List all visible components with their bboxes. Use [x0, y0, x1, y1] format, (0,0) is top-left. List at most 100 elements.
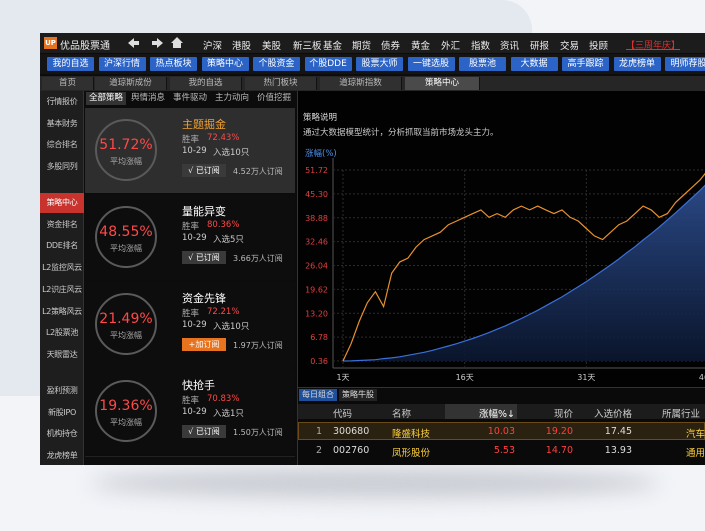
win-label: 胜率 — [182, 222, 200, 232]
strategy-tab[interactable]: 价值挖掘 — [256, 93, 291, 103]
subscribers: 4.52万人订阅 — [233, 167, 283, 176]
rate: 21.49% — [99, 311, 153, 327]
table-cell: 17.45 — [604, 426, 632, 437]
sidebar-item[interactable]: 盈利预测 — [46, 386, 78, 395]
ring — [95, 293, 157, 355]
picked: 入选1只 — [213, 409, 244, 419]
table-tab[interactable]: 每日组合 — [299, 389, 337, 401]
menu-item[interactable]: 港股 — [232, 41, 252, 52]
sidebar-item[interactable]: 龙虎榜单 — [46, 451, 78, 461]
tab[interactable]: 策略中心 — [405, 77, 480, 90]
window-shadow — [90, 468, 660, 498]
strategy-tab[interactable]: 全部策略 — [86, 92, 126, 105]
y-tick-label: 38.88 — [305, 214, 328, 223]
table-header-cell: 涨幅%↓ — [479, 409, 515, 420]
rate: 19.36% — [99, 398, 153, 414]
sidebar-item[interactable]: 策略中心 — [40, 193, 84, 213]
strategy-card[interactable]: 51.72% 平均涨幅 主题掘金 胜率 72.43% 10-29 入选10只 √ 已订阅 4.5… — [85, 108, 295, 193]
promo-link[interactable]: 【三周年庆】 — [626, 41, 681, 51]
ring — [95, 119, 157, 181]
sidebar-item[interactable]: DDE排名 — [46, 241, 78, 251]
sidebar-item[interactable]: 新股IPO — [48, 407, 76, 417]
strategy-name: 主题掘金 — [182, 118, 226, 131]
strategy-card[interactable]: 21.49% 平均涨幅 资金先锋 胜率 72.21% 10-29 入选10只 +加订阅 1.97… — [85, 282, 295, 367]
y-tick-label: 13.20 — [305, 309, 328, 318]
menu-item[interactable]: 期货 — [352, 41, 372, 52]
strategy-tab[interactable]: 舆情消息 — [130, 93, 165, 103]
table-cell: 002760 — [333, 445, 370, 456]
strategy-tab[interactable]: 事件驱动 — [172, 93, 207, 103]
menu-item[interactable]: 黄金 — [411, 41, 431, 52]
toolbar-button[interactable]: 个股资金 — [253, 57, 300, 71]
tab[interactable]: 道琼斯成份 — [95, 77, 167, 90]
toolbar-button[interactable]: 一键选股 — [407, 57, 455, 71]
strategy-card — [85, 456, 295, 465]
toolbar-button[interactable]: 我的自选 — [47, 57, 94, 71]
subscribe-button[interactable]: √ 已订阅 — [182, 425, 226, 438]
menu-item[interactable]: 美股 — [262, 41, 282, 52]
menu-item[interactable]: 研报 — [530, 41, 550, 52]
menu-item[interactable]: 外汇 — [441, 41, 461, 52]
win-rate: 72.43% — [207, 133, 240, 143]
toolbar-button[interactable]: 股票池 — [459, 57, 506, 71]
sidebar — [40, 91, 84, 465]
subscribe-button[interactable]: +加订阅 — [182, 338, 226, 351]
menu-item[interactable]: 指数 — [471, 41, 491, 52]
toolbar-button[interactable]: 高手跟踪 — [562, 57, 609, 71]
sidebar-item[interactable]: 行情报价 — [46, 97, 78, 106]
table-tab[interactable]: 策略牛股 — [339, 389, 377, 401]
ring — [95, 380, 157, 442]
strategy-card[interactable]: 48.55% 平均涨幅 量能异变 胜率 80.36% 10-29 入选5只 √ 已订阅 3.66… — [85, 195, 295, 280]
picked: 入选10只 — [213, 148, 250, 158]
nav-icons[interactable] — [126, 36, 186, 50]
menu-item[interactable]: 新三板 — [293, 41, 322, 52]
toolbar-button[interactable]: 沪深行情 — [98, 57, 146, 71]
area — [343, 185, 705, 361]
rate-ring — [95, 119, 157, 181]
chart: 涨幅(%) 0.36 6.78 13.20 19.62 26.04 32.46 38.88 45… — [305, 148, 705, 382]
toolbar-button[interactable]: 热点板块 — [150, 57, 197, 71]
sidebar-item[interactable]: 资金排名 — [46, 219, 78, 229]
sidebar-item[interactable]: L2股票池 — [45, 328, 79, 338]
table-cell: 2 — [316, 445, 323, 456]
toolbar-button[interactable]: 股票大师 — [356, 57, 403, 71]
menu-item[interactable]: 债券 — [381, 41, 401, 52]
rate-ring — [95, 293, 157, 355]
sidebar-item[interactable]: 天眼雷达 — [46, 349, 78, 359]
rate: 48.55% — [99, 224, 153, 240]
tab[interactable]: 热门板块 — [245, 77, 317, 90]
sidebar-item[interactable]: 基本财务 — [46, 118, 78, 128]
rate-ring — [95, 380, 157, 442]
toolbar-button[interactable]: 大数据 — [510, 57, 558, 71]
tab[interactable]: 道琼斯指数 — [320, 77, 402, 90]
tab[interactable]: 我的自选 — [170, 77, 242, 90]
x-tick-label: 16天 — [456, 373, 474, 382]
menu-item[interactable]: 交易 — [560, 41, 580, 52]
menu-item[interactable]: 资讯 — [500, 41, 520, 52]
strategy-card[interactable]: 19.36% 平均涨幅 快抢手 胜率 70.83% 10-29 入选1只 √ 已订阅 1.50万… — [85, 369, 295, 454]
menu-item[interactable]: 投顾 — [589, 41, 609, 52]
table-cell: 凤形股份 — [392, 448, 431, 459]
subscribers: 1.97万人订阅 — [233, 341, 283, 350]
sidebar-item[interactable]: L2监控风云 — [42, 263, 82, 273]
toolbar-button[interactable]: 明师荐股 — [665, 57, 705, 71]
menu-item[interactable]: 基金 — [323, 41, 343, 52]
table-header-cell: 现价 — [553, 409, 573, 420]
toolbar-button[interactable]: 龙虎榜单 — [613, 57, 661, 71]
y-tick-label: 6.78 — [310, 333, 328, 342]
date: 10-29 — [182, 233, 207, 243]
toolbar-button[interactable]: 个股DDE — [304, 57, 352, 71]
sidebar-item[interactable]: 综合排名 — [46, 140, 78, 150]
subscribe-button[interactable]: √ 已订阅 — [182, 251, 226, 264]
sidebar-item[interactable]: L2策略风云 — [42, 306, 82, 316]
win-label: 胜率 — [182, 396, 200, 406]
strategy-tab[interactable]: 主力动向 — [214, 93, 249, 103]
sidebar-item[interactable]: 多股同列 — [46, 162, 78, 172]
tab[interactable]: 首页 — [42, 77, 94, 90]
sidebar-item[interactable]: 机构持仓 — [46, 429, 78, 439]
win-label: 胜率 — [182, 135, 200, 145]
menu-item[interactable]: 沪深 — [203, 41, 223, 52]
subscribe-button[interactable]: √ 已订阅 — [182, 164, 226, 177]
sidebar-item[interactable]: L2识庄风云 — [42, 284, 82, 294]
toolbar-button[interactable]: 策略中心 — [201, 57, 249, 71]
